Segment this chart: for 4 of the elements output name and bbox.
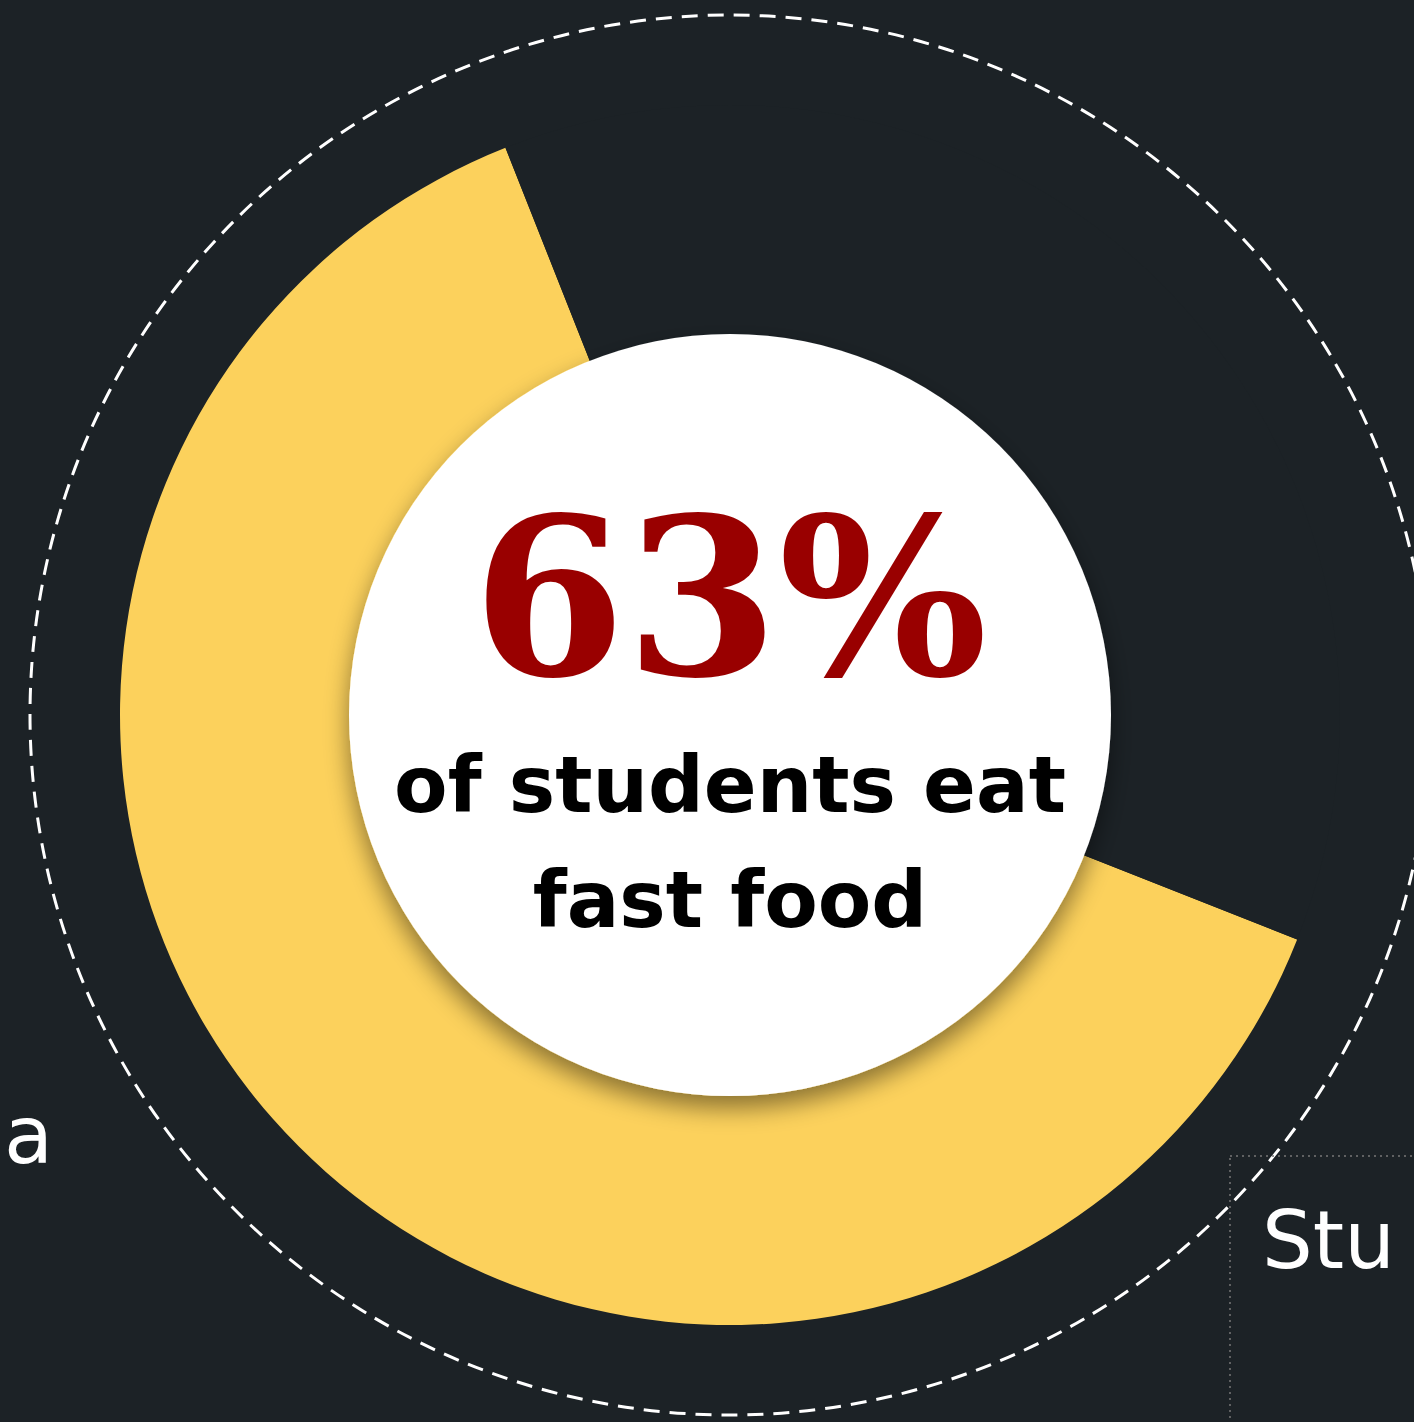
text: a [4, 1089, 54, 1182]
text: 63% [472, 468, 988, 727]
text: of students eat fast food [394, 740, 1066, 945]
text: Stu [1262, 1194, 1395, 1287]
